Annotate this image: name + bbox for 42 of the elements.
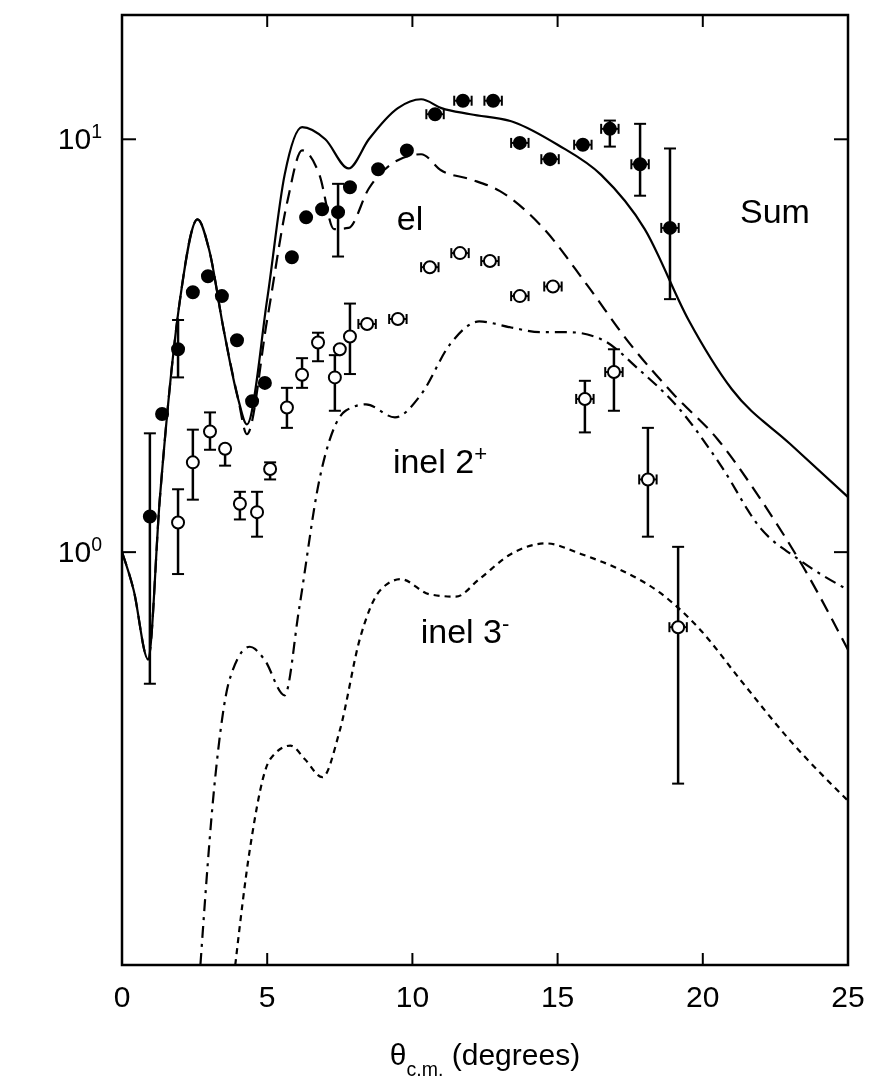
point	[214, 289, 229, 304]
x-axis-title: θ$_{c.m.}$ (degrees)	[389, 1038, 581, 1080]
point	[284, 250, 299, 265]
point	[250, 505, 265, 520]
point	[331, 205, 346, 220]
point	[371, 162, 386, 177]
point	[171, 515, 186, 530]
point	[202, 424, 217, 439]
y-tick-label: 10$^{0}$	[57, 533, 103, 569]
point	[171, 342, 186, 357]
point	[399, 143, 414, 158]
annotation: Sum	[740, 192, 810, 230]
point	[332, 342, 347, 357]
point	[232, 496, 247, 511]
point	[155, 407, 170, 422]
x-tick-label: 10	[395, 980, 430, 1013]
point	[263, 461, 278, 476]
point	[142, 509, 157, 524]
annotation: inel 3$^{-}$	[420, 610, 510, 650]
annotation: inel 2$^{+}$	[392, 440, 488, 480]
point	[311, 335, 326, 350]
y-tick-label: 10$^{1}$	[57, 120, 102, 156]
point	[342, 329, 357, 344]
point	[257, 375, 272, 390]
point	[279, 400, 294, 415]
x-tick-label: 25	[831, 980, 865, 1013]
point	[327, 370, 342, 385]
point	[295, 367, 310, 382]
point	[218, 441, 233, 456]
point	[230, 333, 244, 348]
point	[200, 269, 215, 284]
x-tick-label: 15	[540, 980, 575, 1013]
annotation: el	[396, 199, 424, 237]
point	[185, 285, 200, 300]
point	[342, 180, 357, 195]
point	[315, 202, 330, 217]
x-tick-label: 5	[258, 980, 276, 1013]
x-tick-label: 0	[113, 980, 131, 1013]
point	[185, 455, 200, 470]
x-tick-label: 20	[686, 980, 720, 1013]
point	[299, 210, 314, 225]
point	[245, 394, 260, 409]
